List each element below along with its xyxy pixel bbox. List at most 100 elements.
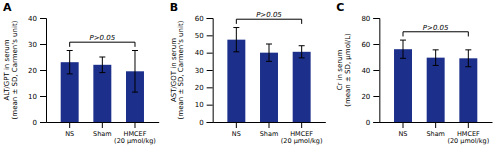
tick-mark	[468, 122, 469, 128]
tick-label: 40	[195, 49, 204, 57]
tick: 80	[361, 15, 379, 23]
axis-line	[207, 19, 214, 123]
annotation: P>0.05	[89, 34, 115, 42]
tick-mark	[373, 44, 379, 45]
tick-label: NS	[232, 130, 241, 138]
axis-line	[380, 122, 493, 123]
tick-mark	[373, 96, 379, 97]
tick-mark	[207, 87, 213, 88]
tick: 40	[195, 49, 213, 57]
error-bar-line	[134, 51, 135, 93]
error-bar	[400, 40, 406, 58]
tick-mark	[207, 35, 213, 36]
tick-mark	[435, 122, 436, 128]
tick-label: 20	[195, 84, 204, 92]
error-bar	[99, 57, 105, 73]
plot-area	[227, 28, 310, 122]
x-axis: NS ShamHMCEF(20 μmol/kg)	[213, 122, 326, 145]
tick-mark	[40, 122, 46, 123]
error-bar-line	[400, 40, 406, 41]
error-bar-line	[301, 46, 302, 58]
tick-label: 40	[361, 67, 370, 75]
tick: 30	[195, 67, 213, 75]
tick: 40	[28, 15, 46, 23]
tick: 60	[361, 41, 379, 49]
tick-mark	[134, 122, 135, 128]
tick-label: NS	[399, 130, 408, 138]
y-axis-title: ALT/GPT in serum(mean ± SD, Carmen's uni…	[3, 20, 19, 119]
error-bar-line	[266, 44, 272, 45]
tick-mark	[207, 18, 213, 19]
bar	[394, 49, 412, 122]
tick-mark	[207, 53, 213, 54]
tick-mark	[373, 70, 379, 71]
tick-label: HMCEF(20 μmol/kg)	[114, 130, 156, 145]
error-bar-line	[435, 50, 436, 66]
tick: Sham	[260, 122, 279, 138]
tick-mark	[40, 70, 46, 71]
tick-mark	[269, 122, 270, 128]
plot-area	[61, 51, 144, 123]
panel-label: C	[336, 1, 344, 14]
panel: 010203040NSShamHMCEF(20 μmol/kg)ALT/GPT …	[3, 1, 159, 145]
tick: 0	[199, 119, 212, 127]
error-bar-line	[132, 50, 138, 51]
axis-line	[40, 19, 47, 123]
error-bar-line	[433, 65, 439, 66]
panel-label: A	[3, 1, 12, 14]
error-bar	[266, 44, 272, 61]
panel-label: B	[170, 1, 178, 14]
tick-mark	[403, 122, 404, 128]
tick-label: 20	[361, 93, 370, 101]
error-bar-line	[132, 92, 138, 93]
error-bar	[299, 46, 305, 58]
tick-label: NS	[65, 130, 74, 138]
tick-mark	[40, 44, 46, 45]
error-bar	[465, 50, 471, 67]
x-axis: NS ShamHMCEF(20 μmol/kg)	[380, 122, 493, 145]
tick: Sham	[426, 122, 445, 138]
tick-mark	[102, 122, 103, 128]
tick: 50	[195, 32, 213, 40]
tick-mark	[236, 122, 237, 128]
error-bar-line	[465, 66, 471, 67]
panel: 0 20 40 60 80 NS ShamHMCEF(20 μmol/kg) Cr in se…	[336, 1, 492, 145]
tick-label: 30	[195, 67, 204, 75]
tick: HMCEF(20 μmol/kg)	[281, 122, 323, 145]
tick: 0	[366, 119, 379, 127]
error-bar-line	[400, 58, 406, 59]
error-bar-line	[69, 51, 70, 74]
tick-mark	[373, 18, 379, 19]
error-bar-line	[403, 40, 404, 58]
y-axis-title: Cr in serum(mean ± SD, μmol/L)	[336, 33, 352, 107]
error-bar-line	[67, 73, 73, 74]
tick: Sham	[93, 122, 112, 138]
error-bar-line	[67, 50, 73, 51]
error-bar-line	[99, 57, 105, 58]
error-bar-line	[465, 49, 471, 50]
tick-label: HMCEF(20 μmol/kg)	[447, 130, 489, 145]
bar	[227, 40, 245, 122]
axis-line	[373, 19, 380, 123]
tick-mark	[40, 18, 46, 19]
bar	[293, 52, 311, 122]
tick: 20	[195, 84, 213, 92]
error-bar-line	[269, 44, 270, 61]
significance-bracket	[70, 42, 135, 47]
panel: 0102030405060NSShamHMCEF(20 μmol/kg)AST/…	[170, 1, 326, 145]
tick: 20	[28, 67, 46, 75]
significance-bracket	[403, 32, 468, 37]
error-bar	[67, 51, 73, 74]
tick: NS	[399, 122, 408, 138]
tick: 10	[195, 101, 213, 109]
error-bar-line	[233, 51, 239, 52]
tick-label: 0	[199, 119, 203, 127]
tick: 40	[361, 67, 379, 75]
error-bar-line	[299, 57, 305, 58]
bar	[459, 58, 477, 122]
chart: 010203040NSShamHMCEF(20 μmol/kg)ALT/GPT …	[0, 0, 500, 146]
y-axis: 0 20 40 60 80	[361, 15, 379, 127]
tick-label: 40	[28, 15, 37, 23]
tick: 30	[28, 41, 46, 49]
tick: 20	[361, 93, 379, 101]
